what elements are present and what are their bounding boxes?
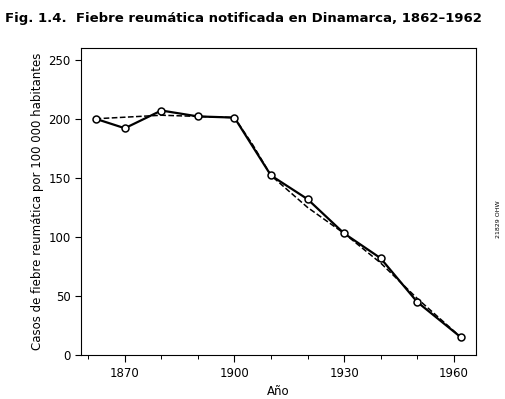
X-axis label: Año: Año — [267, 385, 289, 399]
Text: 21829 OHW: 21829 OHW — [495, 201, 500, 238]
Text: Fig. 1.4.  Fiebre reumática notificada en Dinamarca, 1862–1962: Fig. 1.4. Fiebre reumática notificada en… — [5, 12, 481, 25]
Y-axis label: Casos de fiebre reumática por 100 000 habitantes: Casos de fiebre reumática por 100 000 ha… — [31, 53, 44, 350]
